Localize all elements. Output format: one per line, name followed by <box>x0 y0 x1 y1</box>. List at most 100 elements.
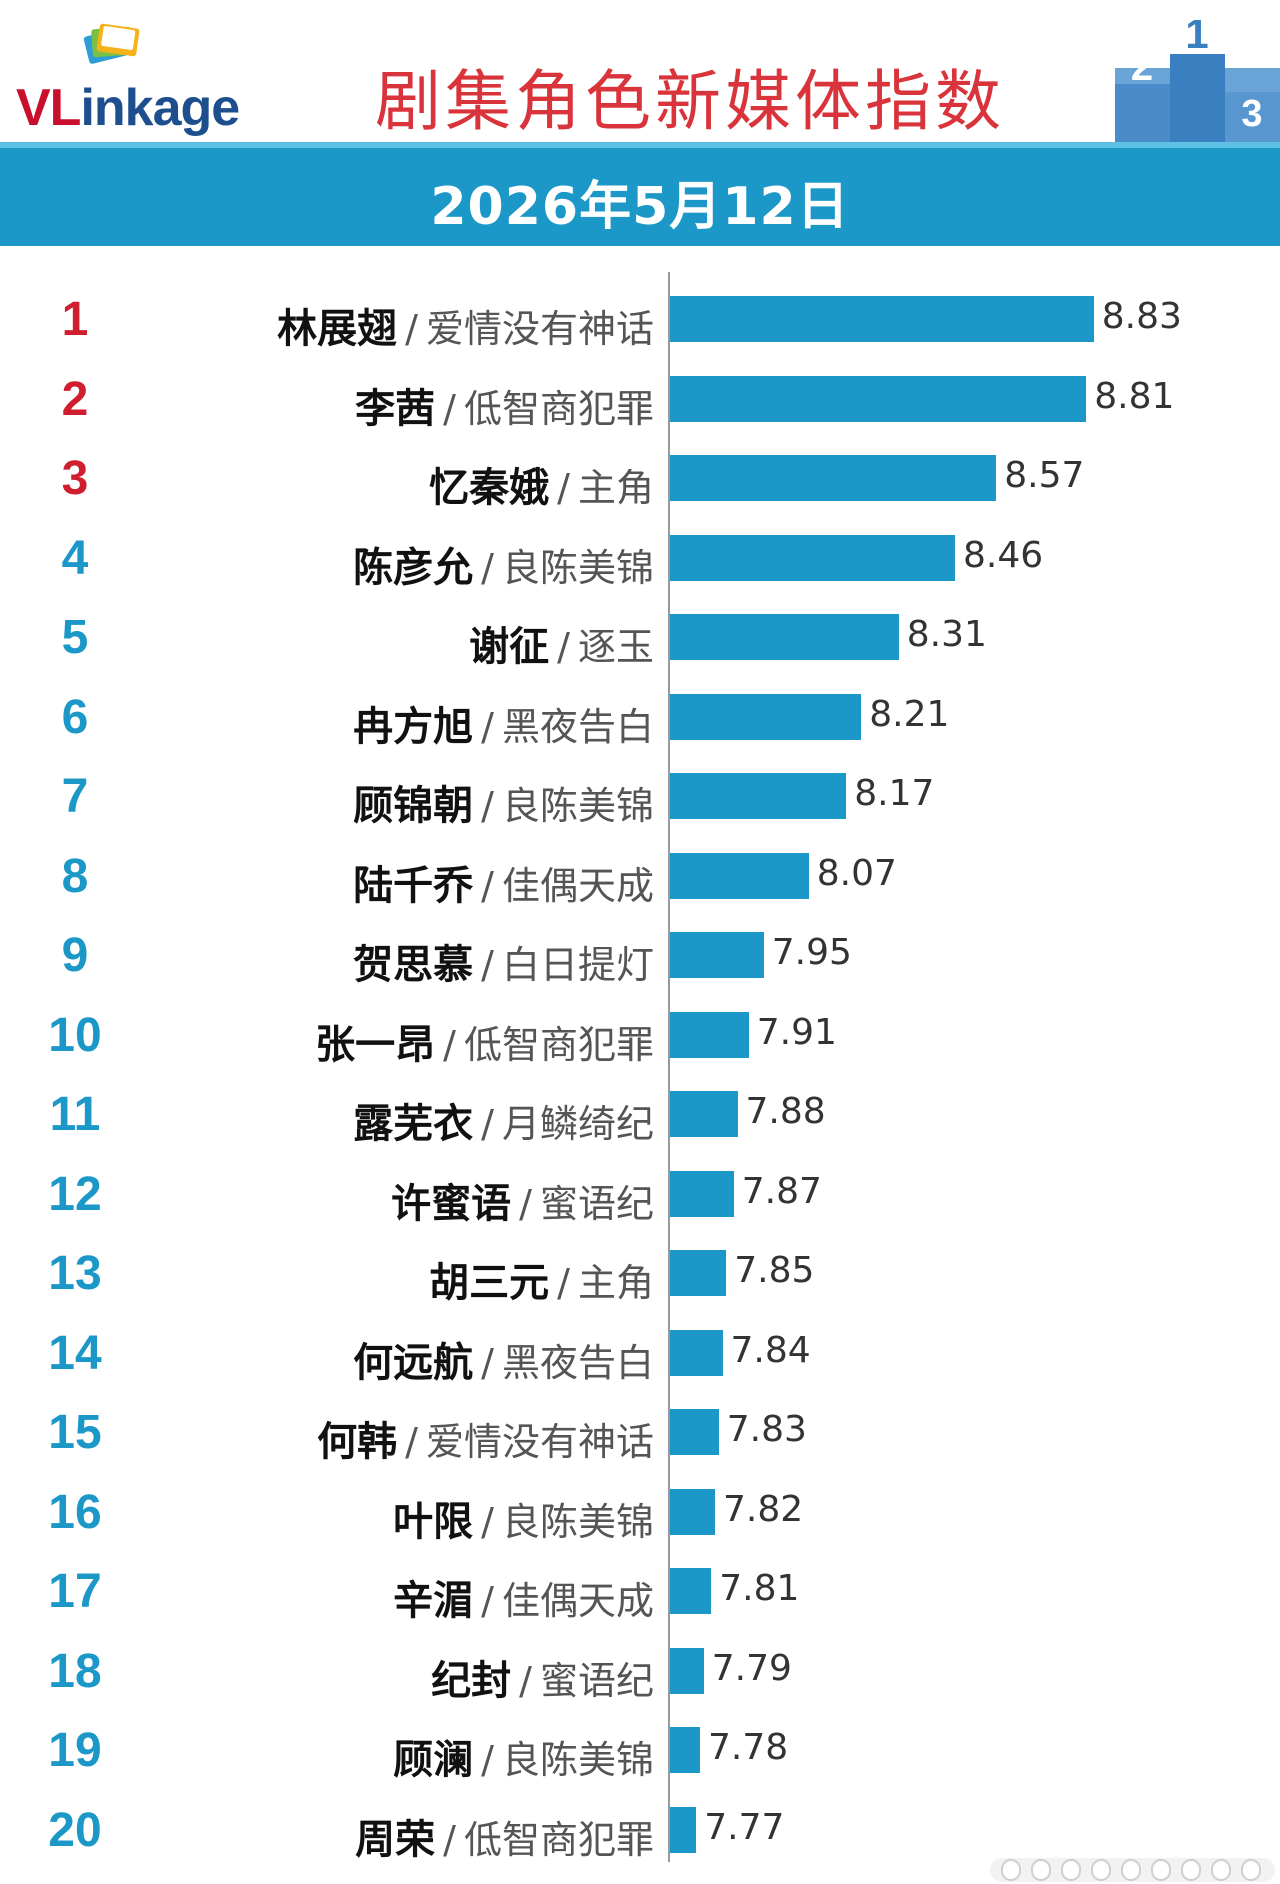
logo-text: VLinkage <box>16 78 240 138</box>
chart-row: 12 许蜜语 / 蜜语纪 7.87 <box>0 1157 1280 1236</box>
show-title: 月鳞绮纪 <box>501 1102 654 1146</box>
axis-line <box>668 272 670 1862</box>
bar-label: 谢征 / 逐玉 <box>469 614 654 672</box>
value-label: 7.84 <box>730 1329 811 1371</box>
rank-number: 5 <box>61 611 89 664</box>
chart-row: 2 李茜 / 低智商犯罪 8.81 <box>0 362 1280 441</box>
value-label: 7.87 <box>741 1170 822 1212</box>
character-name: 张一昂 <box>315 1021 436 1068</box>
bar <box>670 1091 738 1137</box>
show-title: 爱情没有神话 <box>425 307 654 351</box>
rank-number: 9 <box>61 929 89 982</box>
bar-label: 林展翅 / 爱情没有神话 <box>277 296 654 354</box>
value-label: 7.95 <box>771 932 852 973</box>
value-label: 8.31 <box>906 614 987 655</box>
character-name: 李茜 <box>355 385 436 432</box>
character-name: 胡三元 <box>429 1260 550 1306</box>
bar <box>670 1806 697 1853</box>
bar <box>670 296 1094 342</box>
value-label: 7.78 <box>708 1727 789 1768</box>
character-name: 周荣 <box>355 1816 436 1863</box>
chart-row: 3 忆秦娥 / 主角 8.57 <box>0 441 1280 520</box>
bar-label: 贺思慕 / 白日提灯 <box>353 932 654 990</box>
show-title: 佳偶天成 <box>501 863 654 908</box>
separator: / <box>519 1181 532 1226</box>
separator: / <box>443 386 456 431</box>
bar-label: 顾锦朝 / 良陈美锦 <box>353 773 654 831</box>
show-title: 黑夜告白 <box>501 1340 654 1385</box>
rank-number: 13 <box>48 1247 102 1300</box>
rank-number: 1 <box>61 293 89 346</box>
bar-label: 许蜜语 / 蜜语纪 <box>391 1171 654 1229</box>
bar <box>670 693 862 740</box>
character-name: 顾澜 <box>393 1737 474 1783</box>
bar <box>670 614 899 660</box>
value-label: 8.57 <box>1004 455 1085 496</box>
podium-icon: 2 1 3 <box>1115 20 1280 142</box>
character-name: 纪封 <box>431 1657 512 1704</box>
bar-label: 何韩 / 爱情没有神话 <box>317 1409 654 1467</box>
value-label: 8.46 <box>963 534 1044 576</box>
show-title: 低智商犯罪 <box>463 386 654 431</box>
separator: / <box>443 1022 456 1067</box>
vlinkage-logo: VLinkage <box>10 18 280 137</box>
bar-label: 李茜 / 低智商犯罪 <box>355 376 654 434</box>
bar <box>670 1170 734 1217</box>
bar-label: 纪封 / 蜜语纪 <box>431 1648 654 1706</box>
separator: / <box>443 1817 456 1862</box>
value-label: 7.81 <box>719 1568 800 1609</box>
bar <box>670 1011 749 1058</box>
chart-row: 8 陆千乔 / 佳偶天成 8.07 <box>0 839 1280 918</box>
chart-row: 7 顾锦朝 / 良陈美锦 8.17 <box>0 759 1280 838</box>
character-name: 顾锦朝 <box>353 783 474 829</box>
rank-number: 15 <box>48 1406 102 1459</box>
bar <box>670 1568 712 1614</box>
bar-label: 陈彦允 / 良陈美锦 <box>353 535 654 593</box>
rank-number: 10 <box>48 1008 102 1062</box>
character-name: 辛湄 <box>393 1578 474 1624</box>
character-name: 冉方旭 <box>353 703 474 750</box>
separator: / <box>405 1420 418 1464</box>
bar <box>670 1488 715 1535</box>
value-label: 8.07 <box>816 852 897 894</box>
value-label: 7.85 <box>734 1250 815 1291</box>
separator: / <box>557 466 570 510</box>
value-label: 7.82 <box>723 1488 804 1530</box>
separator: / <box>481 1579 494 1623</box>
bar <box>670 375 1087 422</box>
bar-label: 周荣 / 低智商犯罪 <box>355 1807 654 1865</box>
value-label: 7.91 <box>756 1011 837 1053</box>
date-band: 2026年5月12日 <box>0 142 1280 246</box>
separator: / <box>481 1102 494 1146</box>
value-label: 7.88 <box>745 1091 826 1132</box>
rank-number: 20 <box>48 1803 102 1857</box>
show-title: 主角 <box>577 466 654 510</box>
chart-row: 13 胡三元 / 主角 7.85 <box>0 1236 1280 1315</box>
chart-row: 6 冉方旭 / 黑夜告白 8.21 <box>0 680 1280 759</box>
rank-number: 18 <box>48 1644 102 1698</box>
chart-row: 5 谢征 / 逐玉 8.31 <box>0 600 1280 679</box>
value-label: 7.77 <box>704 1806 785 1848</box>
bar-label: 辛湄 / 佳偶天成 <box>393 1568 654 1626</box>
chart-row: 9 贺思慕 / 白日提灯 7.95 <box>0 918 1280 997</box>
chart-row: 11 露芜衣 / 月鳞绮纪 7.88 <box>0 1077 1280 1156</box>
character-name: 叶限 <box>393 1498 474 1545</box>
chart-row: 4 陈彦允 / 良陈美锦 8.46 <box>0 521 1280 600</box>
date-label: 2026年5月12日 <box>430 177 850 237</box>
bar-label: 胡三元 / 主角 <box>429 1250 654 1308</box>
separator: / <box>481 784 494 828</box>
chart-row: 10 张一昂 / 低智商犯罪 7.91 <box>0 998 1280 1077</box>
logo-text-blue: inkage <box>80 79 240 137</box>
value-label: 8.21 <box>869 693 950 735</box>
show-title: 白日提灯 <box>501 943 654 987</box>
rank-number: 11 <box>49 1088 101 1141</box>
value-label: 7.83 <box>726 1409 807 1450</box>
page-indicator <box>990 1858 1275 1882</box>
separator: / <box>481 943 494 987</box>
character-name: 许蜜语 <box>391 1180 512 1227</box>
bar-label: 何远航 / 黑夜告白 <box>353 1330 654 1388</box>
show-title: 蜜语纪 <box>539 1658 654 1703</box>
rank-number: 3 <box>61 452 89 505</box>
character-name: 贺思慕 <box>353 942 474 988</box>
separator: / <box>481 1340 494 1385</box>
